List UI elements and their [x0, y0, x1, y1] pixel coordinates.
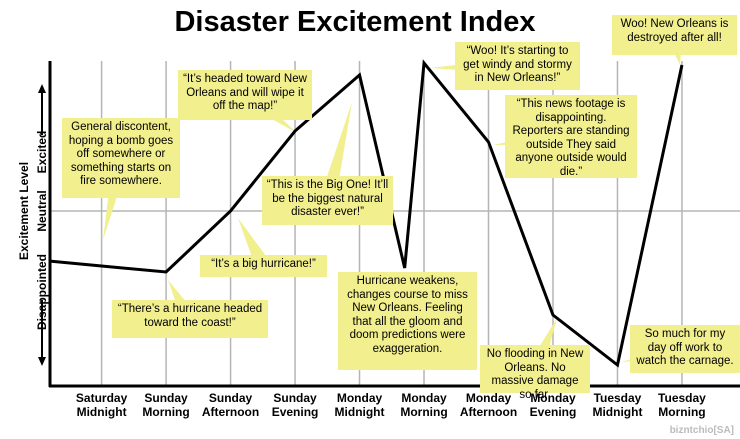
x-tick-label: Monday Afternoon: [459, 391, 518, 419]
x-tick-label: Sunday Afternoon: [201, 391, 260, 419]
up-arrow-head: [38, 84, 46, 93]
annotation: “There’s a hurricane headed toward the c…: [112, 300, 268, 338]
line: [48, 59, 684, 368]
annotation: “This news footage is disappointing. Rep…: [505, 95, 637, 178]
annotation: Woo! New Orleans is destroyed after all!: [612, 15, 737, 55]
chart-title: Disaster Excitement Index: [174, 6, 536, 38]
x-tick-label: Tuesday Morning: [658, 391, 706, 419]
annotation: “This is the Big One! It’ll be the bigge…: [262, 176, 393, 225]
x-tick-label: Monday Morning: [400, 391, 448, 419]
down-arrow-head: [38, 357, 46, 366]
x-tick-label: Monday Midnight: [334, 391, 385, 419]
x-tick-label: Sunday Evening: [271, 391, 319, 419]
annotation: “It’s headed toward New Orleans and will…: [178, 70, 312, 120]
y-axis-title: Excitement Level: [17, 162, 31, 260]
annotation: General discontent, hoping a bomb goes o…: [62, 118, 180, 198]
annotation: So much for my day off work to watch the…: [630, 325, 740, 373]
annotation: “Woo! It’s starting to get windy and sto…: [455, 42, 580, 90]
credit: bizntchio[SA]: [669, 425, 734, 436]
x-tick-label: Monday Evening: [529, 391, 577, 419]
x-tick-label: Saturday Midnight: [75, 391, 128, 419]
x-tick-label: Sunday Morning: [142, 391, 190, 419]
x-tick-label: Tuesday Midnight: [592, 391, 643, 419]
annotation: No flooding in New Orleans. No massive d…: [480, 345, 590, 401]
annotation: Hurricane weakens, changes course to mis…: [338, 272, 477, 370]
y-tick-label: Neutral: [35, 190, 49, 231]
annotation: “It’s a big hurricane!”: [200, 255, 327, 277]
y-label-high: Excited: [35, 131, 49, 174]
y-label-low: Disappointed: [35, 254, 49, 330]
